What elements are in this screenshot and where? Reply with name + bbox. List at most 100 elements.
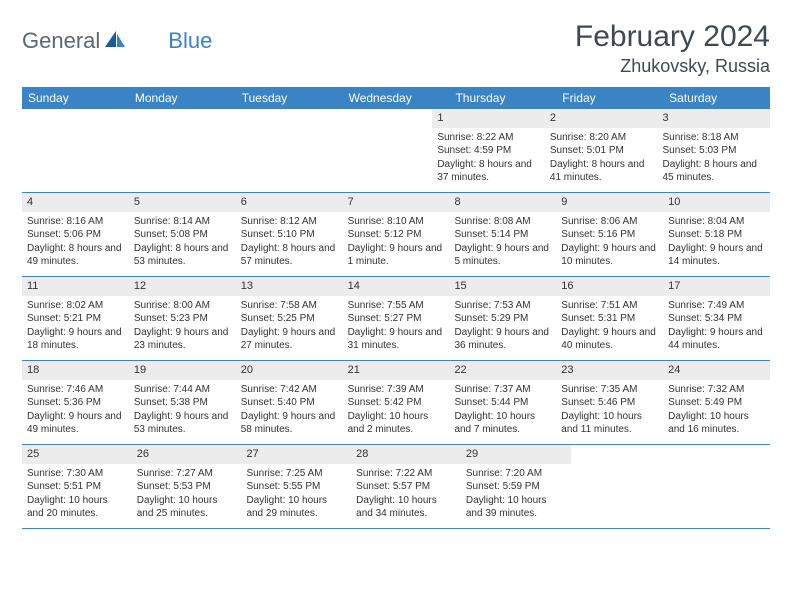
title-block: February 2024 Zhukovsky, Russia [575, 20, 770, 77]
day-cell: 8Sunrise: 8:08 AMSunset: 5:14 PMDaylight… [449, 193, 556, 276]
weekday-header: Sunday [22, 87, 129, 109]
day-number: 3 [657, 109, 770, 128]
day-number: 9 [556, 193, 663, 212]
sunset-line: Sunset: 5:23 PM [134, 312, 231, 326]
page-title: February 2024 [575, 20, 770, 54]
day-number: 10 [663, 193, 770, 212]
logo-text-first: General [22, 28, 100, 54]
sunset-line: Sunset: 5:53 PM [137, 480, 237, 494]
daylight-line: Daylight: 10 hours and 2 minutes. [348, 410, 445, 437]
daylight-line: Daylight: 9 hours and 36 minutes. [454, 326, 551, 353]
day-number: 4 [22, 193, 129, 212]
week-row: 25Sunrise: 7:30 AMSunset: 5:51 PMDayligh… [22, 445, 770, 529]
day-cell: 23Sunrise: 7:35 AMSunset: 5:46 PMDayligh… [556, 361, 663, 444]
sunrise-line: Sunrise: 8:20 AM [550, 131, 653, 145]
sunrise-line: Sunrise: 7:49 AM [668, 299, 765, 313]
weekday-header-row: SundayMondayTuesdayWednesdayThursdayFrid… [22, 87, 770, 109]
sunset-line: Sunset: 5:34 PM [668, 312, 765, 326]
sunrise-line: Sunrise: 8:16 AM [27, 215, 124, 229]
day-number: 23 [556, 361, 663, 380]
day-number: 11 [22, 277, 129, 296]
day-cell: 25Sunrise: 7:30 AMSunset: 5:51 PMDayligh… [22, 445, 132, 528]
week-row: 18Sunrise: 7:46 AMSunset: 5:36 PMDayligh… [22, 361, 770, 445]
day-number: 22 [449, 361, 556, 380]
sunrise-line: Sunrise: 7:30 AM [27, 467, 127, 481]
sunset-line: Sunset: 5:36 PM [27, 396, 124, 410]
day-number: 6 [236, 193, 343, 212]
sunrise-line: Sunrise: 7:58 AM [241, 299, 338, 313]
day-number: 1 [432, 109, 545, 128]
day-number: 25 [22, 445, 132, 464]
sunrise-line: Sunrise: 7:55 AM [348, 299, 445, 313]
sunset-line: Sunset: 5:12 PM [348, 228, 445, 242]
day-cell: 10Sunrise: 8:04 AMSunset: 5:18 PMDayligh… [663, 193, 770, 276]
daylight-line: Daylight: 9 hours and 1 minute. [348, 242, 445, 269]
day-cell: 16Sunrise: 7:51 AMSunset: 5:31 PMDayligh… [556, 277, 663, 360]
daylight-line: Daylight: 9 hours and 31 minutes. [348, 326, 445, 353]
sunset-line: Sunset: 5:57 PM [356, 480, 456, 494]
sunset-line: Sunset: 5:27 PM [348, 312, 445, 326]
day-cell: 22Sunrise: 7:37 AMSunset: 5:44 PMDayligh… [449, 361, 556, 444]
weekday-header: Tuesday [236, 87, 343, 109]
sunset-line: Sunset: 5:29 PM [454, 312, 551, 326]
sunrise-line: Sunrise: 7:27 AM [137, 467, 237, 481]
day-number: 12 [129, 277, 236, 296]
day-number: 18 [22, 361, 129, 380]
day-cell: 4Sunrise: 8:16 AMSunset: 5:06 PMDaylight… [22, 193, 129, 276]
day-cell: 6Sunrise: 8:12 AMSunset: 5:10 PMDaylight… [236, 193, 343, 276]
day-cell: 2Sunrise: 8:20 AMSunset: 5:01 PMDaylight… [545, 109, 658, 192]
logo-text-second: Blue [168, 28, 212, 54]
day-cell: 27Sunrise: 7:25 AMSunset: 5:55 PMDayligh… [241, 445, 351, 528]
sunrise-line: Sunrise: 8:08 AM [454, 215, 551, 229]
empty-cell [125, 109, 228, 192]
day-cell: 28Sunrise: 7:22 AMSunset: 5:57 PMDayligh… [351, 445, 461, 528]
day-number: 17 [663, 277, 770, 296]
day-cell: 20Sunrise: 7:42 AMSunset: 5:40 PMDayligh… [236, 361, 343, 444]
day-cell: 15Sunrise: 7:53 AMSunset: 5:29 PMDayligh… [449, 277, 556, 360]
sunrise-line: Sunrise: 7:32 AM [668, 383, 765, 397]
sunset-line: Sunset: 5:16 PM [561, 228, 658, 242]
day-number: 19 [129, 361, 236, 380]
sunrise-line: Sunrise: 7:51 AM [561, 299, 658, 313]
sunrise-line: Sunrise: 7:35 AM [561, 383, 658, 397]
sunset-line: Sunset: 4:59 PM [437, 144, 540, 158]
day-number: 2 [545, 109, 658, 128]
day-cell: 14 Sunrise: 7:55 AMSunset: 5:27 PMDayligh… [343, 277, 450, 360]
empty-cell [22, 109, 125, 192]
sunset-line: Sunset: 5:49 PM [668, 396, 765, 410]
sunrise-line: Sunrise: 7:25 AM [246, 467, 346, 481]
day-number: 14 [343, 277, 450, 296]
day-cell: 29Sunrise: 7:20 AMSunset: 5:59 PMDayligh… [461, 445, 571, 528]
daylight-line: Daylight: 9 hours and 40 minutes. [561, 326, 658, 353]
logo-sail-icon [104, 30, 126, 53]
sunset-line: Sunset: 5:55 PM [246, 480, 346, 494]
daylight-line: Daylight: 9 hours and 18 minutes. [27, 326, 124, 353]
day-cell: 24Sunrise: 7:32 AMSunset: 5:49 PMDayligh… [663, 361, 770, 444]
day-cell: 26Sunrise: 7:27 AMSunset: 5:53 PMDayligh… [132, 445, 242, 528]
day-cell: 7Sunrise: 8:10 AMSunset: 5:12 PMDaylight… [343, 193, 450, 276]
sunset-line: Sunset: 5:10 PM [241, 228, 338, 242]
sunset-line: Sunset: 5:06 PM [27, 228, 124, 242]
sunset-line: Sunset: 5:21 PM [27, 312, 124, 326]
daylight-line: Daylight: 9 hours and 5 minutes. [454, 242, 551, 269]
day-cell: 12Sunrise: 8:00 AMSunset: 5:23 PMDayligh… [129, 277, 236, 360]
daylight-line: Daylight: 10 hours and 39 minutes. [466, 494, 566, 521]
sunset-line: Sunset: 5:44 PM [454, 396, 551, 410]
day-number: 7 [343, 193, 450, 212]
sunrise-line: Sunrise: 8:14 AM [134, 215, 231, 229]
week-row: 1Sunrise: 8:22 AMSunset: 4:59 PMDaylight… [22, 109, 770, 193]
empty-cell [227, 109, 330, 192]
daylight-line: Daylight: 8 hours and 53 minutes. [134, 242, 231, 269]
day-cell: 9Sunrise: 8:06 AMSunset: 5:16 PMDaylight… [556, 193, 663, 276]
day-number: 24 [663, 361, 770, 380]
sunrise-line: Sunrise: 7:39 AM [348, 383, 445, 397]
empty-cell [670, 445, 770, 528]
weeks-container: 1Sunrise: 8:22 AMSunset: 4:59 PMDaylight… [22, 109, 770, 529]
day-number: 21 [343, 361, 450, 380]
day-number: 29 [461, 445, 571, 464]
day-number: 5 [129, 193, 236, 212]
day-number: 15 [449, 277, 556, 296]
daylight-line: Daylight: 8 hours and 57 minutes. [241, 242, 338, 269]
day-cell: 5Sunrise: 8:14 AMSunset: 5:08 PMDaylight… [129, 193, 236, 276]
weekday-header: Saturday [663, 87, 770, 109]
